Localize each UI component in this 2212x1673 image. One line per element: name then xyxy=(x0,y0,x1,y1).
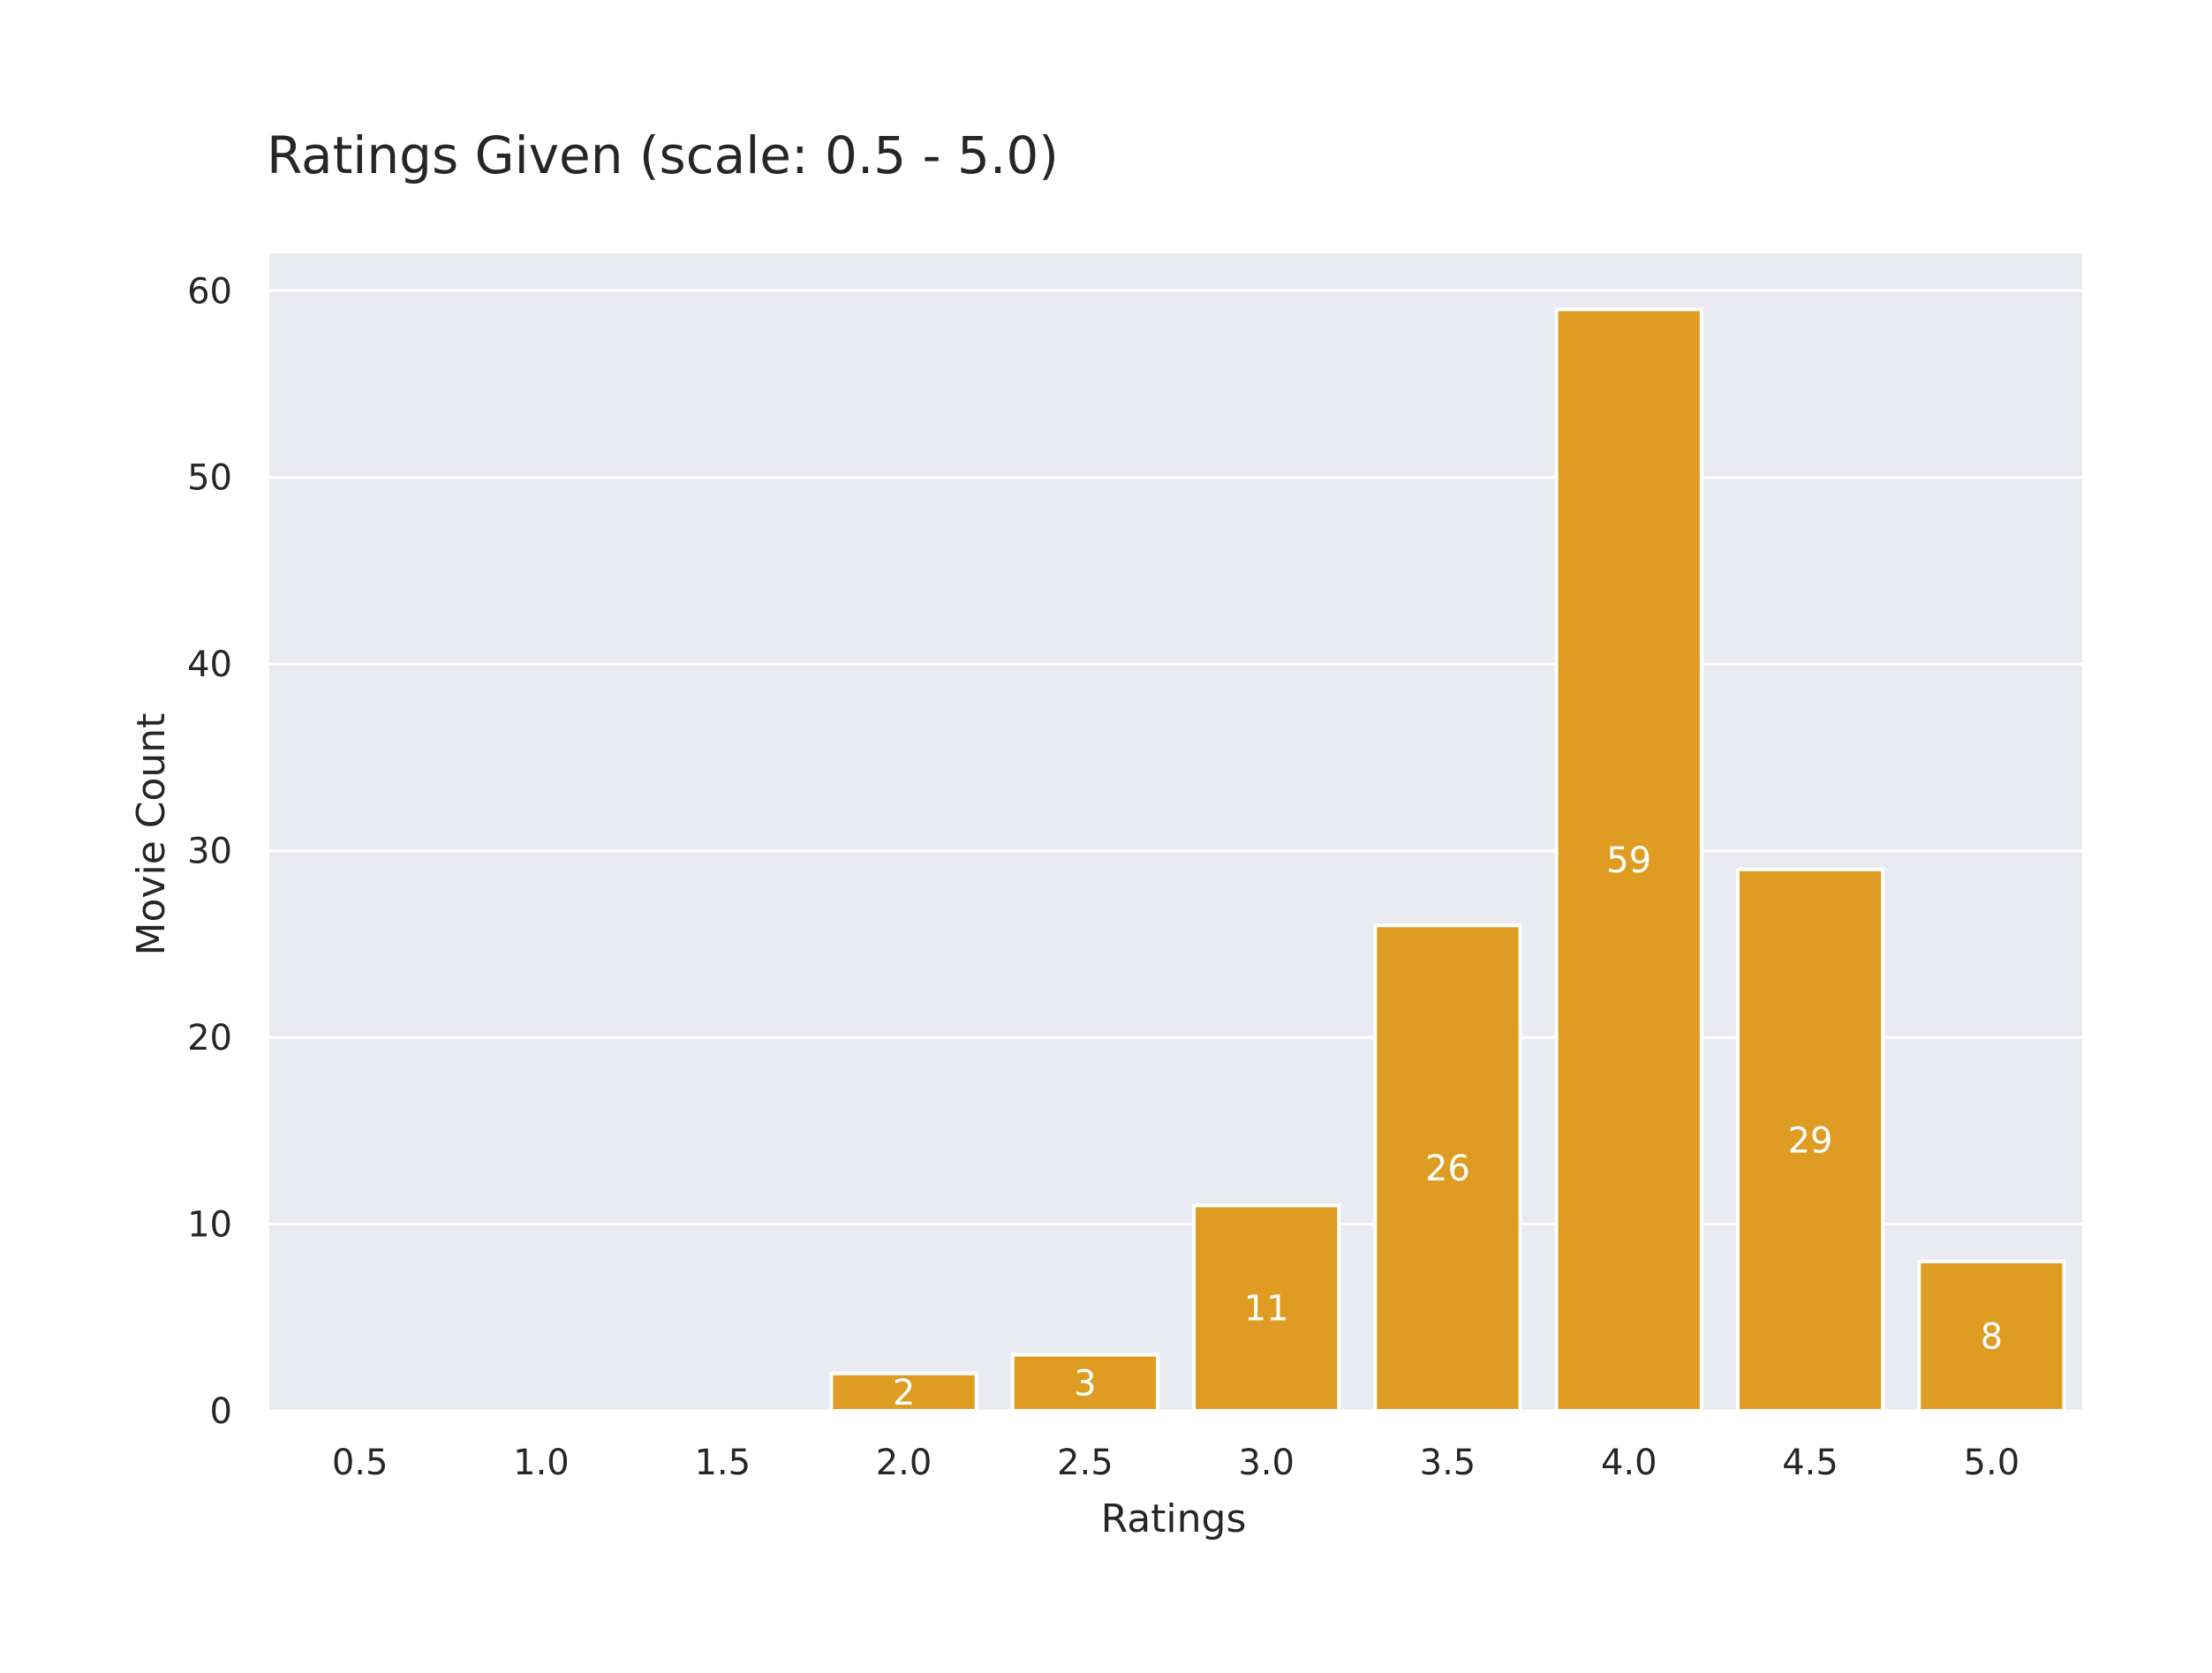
bar xyxy=(829,1371,978,1413)
x-tick-label: 3.0 xyxy=(1238,1443,1295,1483)
bar-value-label: 3 xyxy=(1074,1363,1096,1404)
x-tick-label: 2.0 xyxy=(876,1443,932,1483)
y-tick-label: 0 xyxy=(210,1391,232,1432)
bar xyxy=(1192,1203,1341,1413)
y-tick-label: 10 xyxy=(187,1205,232,1246)
bar-value-label: 29 xyxy=(1788,1120,1833,1161)
y-tick-label: 30 xyxy=(187,832,232,872)
x-tick-label: 1.5 xyxy=(694,1443,751,1483)
bar-value-label: 2 xyxy=(893,1373,915,1413)
bar-value-label: 11 xyxy=(1244,1289,1289,1330)
x-tick-label: 3.5 xyxy=(1420,1443,1476,1483)
data-labels: 2 3 11 26 59 29 8 xyxy=(893,840,2003,1413)
x-tick-label: 0.5 xyxy=(332,1443,389,1483)
y-tick-labels: 0 10 20 30 40 50 60 xyxy=(187,271,232,1432)
bar xyxy=(1373,923,1522,1413)
bar xyxy=(1735,867,1885,1413)
x-tick-label: 4.5 xyxy=(1782,1443,1838,1483)
x-axis-label: Ratings xyxy=(1101,1496,1247,1541)
x-tick-label: 5.0 xyxy=(1964,1443,2020,1483)
y-tick-label: 60 xyxy=(187,271,232,312)
x-tick-label: 4.0 xyxy=(1601,1443,1657,1483)
y-tick-label: 40 xyxy=(187,644,232,685)
grid-lines xyxy=(269,289,2082,1413)
bars xyxy=(829,307,2066,1413)
bar xyxy=(1010,1353,1159,1413)
y-tick-label: 50 xyxy=(187,458,232,499)
bar-value-label: 8 xyxy=(1981,1316,2003,1357)
x-tick-labels: 0.5 1.0 1.5 2.0 2.5 3.0 3.5 4.0 4.5 5.0 xyxy=(332,1443,2019,1483)
y-tick-label: 20 xyxy=(187,1018,232,1059)
bar-value-label: 59 xyxy=(1606,840,1651,881)
chart-title: Ratings Given (scale: 0.5 - 5.0) xyxy=(267,125,1059,185)
bar xyxy=(1917,1259,2066,1413)
bar xyxy=(1554,307,1703,1413)
x-tick-label: 2.5 xyxy=(1057,1443,1114,1483)
x-tick-label: 1.0 xyxy=(513,1443,570,1483)
y-axis-label: Movie Count xyxy=(129,713,174,956)
bar-value-label: 26 xyxy=(1425,1149,1470,1189)
